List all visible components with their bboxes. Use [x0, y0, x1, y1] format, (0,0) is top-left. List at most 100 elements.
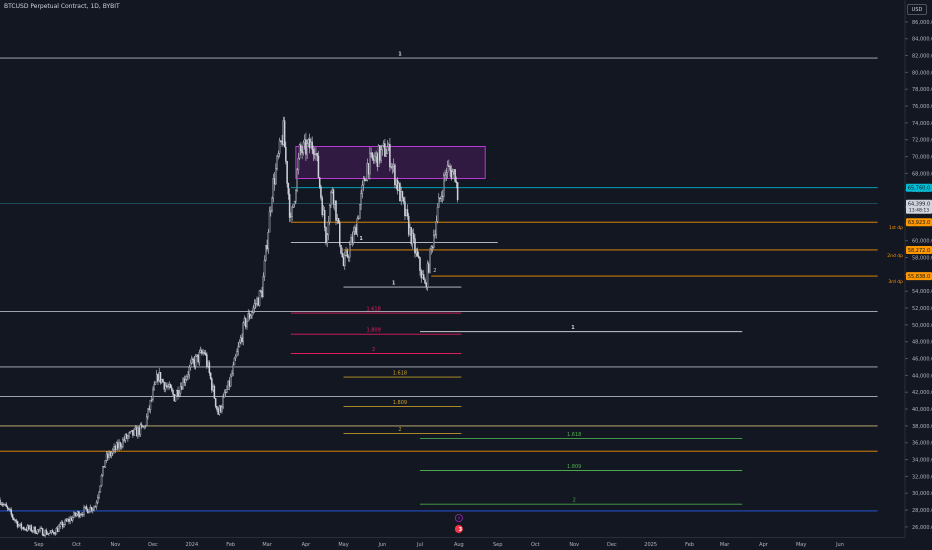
candle-body — [233, 357, 236, 366]
candle-body — [228, 380, 231, 387]
currency-button[interactable]: USD — [907, 4, 927, 15]
candle-body — [346, 250, 349, 257]
candle-body — [231, 373, 233, 377]
candle-body — [66, 519, 69, 522]
candle-body — [169, 384, 172, 389]
level-label: 1 — [392, 281, 396, 287]
candle-body — [385, 153, 387, 157]
price-tick-label: 30,000.0 — [912, 491, 932, 497]
time-tick-label: Dec — [607, 542, 617, 548]
candle-body — [316, 153, 318, 157]
candle-body — [133, 428, 135, 436]
candle-body — [217, 408, 219, 415]
candle-body — [44, 530, 46, 536]
candle-body — [332, 189, 335, 205]
candle-body — [45, 530, 48, 535]
candle-body — [167, 386, 169, 388]
candle-body — [455, 181, 458, 183]
price-tick-label: 60,000.0 — [912, 239, 932, 245]
candle-body — [234, 355, 237, 359]
candle-body — [456, 182, 459, 201]
candle-body — [158, 372, 160, 382]
candle-body — [53, 531, 55, 534]
price-tick-label: 28,000.0 — [912, 508, 932, 514]
candle-body — [392, 164, 395, 167]
candle-body — [407, 215, 410, 235]
candle-body — [191, 358, 193, 364]
candle-body — [377, 145, 380, 167]
candle-body — [78, 511, 80, 518]
candle-body — [178, 392, 181, 397]
candle-body — [93, 506, 95, 510]
level-price-tag-text: 58,272.0 — [908, 248, 930, 254]
candle-body — [129, 431, 132, 434]
candle-body — [443, 175, 445, 197]
time-tick-label: Nov — [569, 542, 579, 548]
candle-body — [449, 166, 451, 171]
candle-body — [139, 424, 142, 435]
candle-body — [54, 533, 56, 535]
candle-body — [428, 263, 430, 273]
candle-body — [164, 385, 167, 390]
wave-marker-label: 2 — [433, 268, 436, 274]
candle-body — [176, 390, 178, 397]
candle-body — [194, 355, 197, 367]
candle-body — [271, 198, 273, 211]
candle-body — [400, 191, 402, 202]
candle-body — [26, 525, 29, 531]
candle-body — [148, 408, 150, 410]
candle-body — [423, 274, 425, 280]
candle-body — [59, 523, 61, 527]
candle-body — [371, 152, 374, 159]
candle-body — [327, 221, 330, 235]
level-price-tag — [906, 272, 932, 281]
candle-body — [171, 387, 173, 391]
candle-body — [341, 253, 344, 258]
level-price-tag — [906, 218, 932, 227]
candle-body — [9, 509, 11, 511]
candle-body — [277, 153, 280, 157]
candle-body — [411, 233, 414, 245]
candle-body — [181, 386, 183, 390]
candle-body — [152, 389, 154, 400]
level-label: 1.618 — [366, 307, 380, 313]
candle-body — [238, 341, 241, 347]
candle-body — [302, 142, 305, 154]
candle-body — [404, 201, 406, 217]
candle-body — [256, 298, 258, 305]
candle-body — [270, 209, 272, 212]
candle-body — [414, 238, 416, 254]
level-price-tag — [906, 245, 932, 254]
candle-body — [326, 234, 328, 244]
candle-body — [196, 354, 198, 357]
candle-body — [433, 235, 435, 248]
candle-body — [401, 191, 404, 198]
candle-body — [137, 427, 139, 437]
candle-body — [3, 504, 5, 506]
candle-body — [120, 446, 123, 448]
candle-body — [51, 530, 54, 533]
candle-body — [69, 517, 71, 522]
time-tick-label: May — [338, 542, 348, 548]
candle-body — [88, 511, 90, 514]
candle-body — [85, 506, 88, 510]
candle-body — [366, 163, 369, 181]
candle-body — [333, 200, 336, 205]
candle-body — [227, 380, 229, 390]
candle-body — [405, 209, 407, 217]
candle-body — [40, 528, 43, 530]
candle-body — [39, 528, 41, 531]
candle-body — [46, 533, 49, 535]
level-label: 1.618 — [567, 432, 581, 438]
candle-body — [352, 231, 355, 243]
candle-body — [310, 141, 312, 149]
candle-body — [135, 427, 138, 437]
time-tick-label: Feb — [685, 542, 694, 548]
candle-body — [421, 274, 424, 279]
candle-body — [303, 139, 306, 144]
candle-body — [224, 391, 227, 393]
candle-body — [359, 204, 361, 219]
level-label: 1 — [398, 52, 402, 58]
candle-body — [317, 155, 320, 178]
